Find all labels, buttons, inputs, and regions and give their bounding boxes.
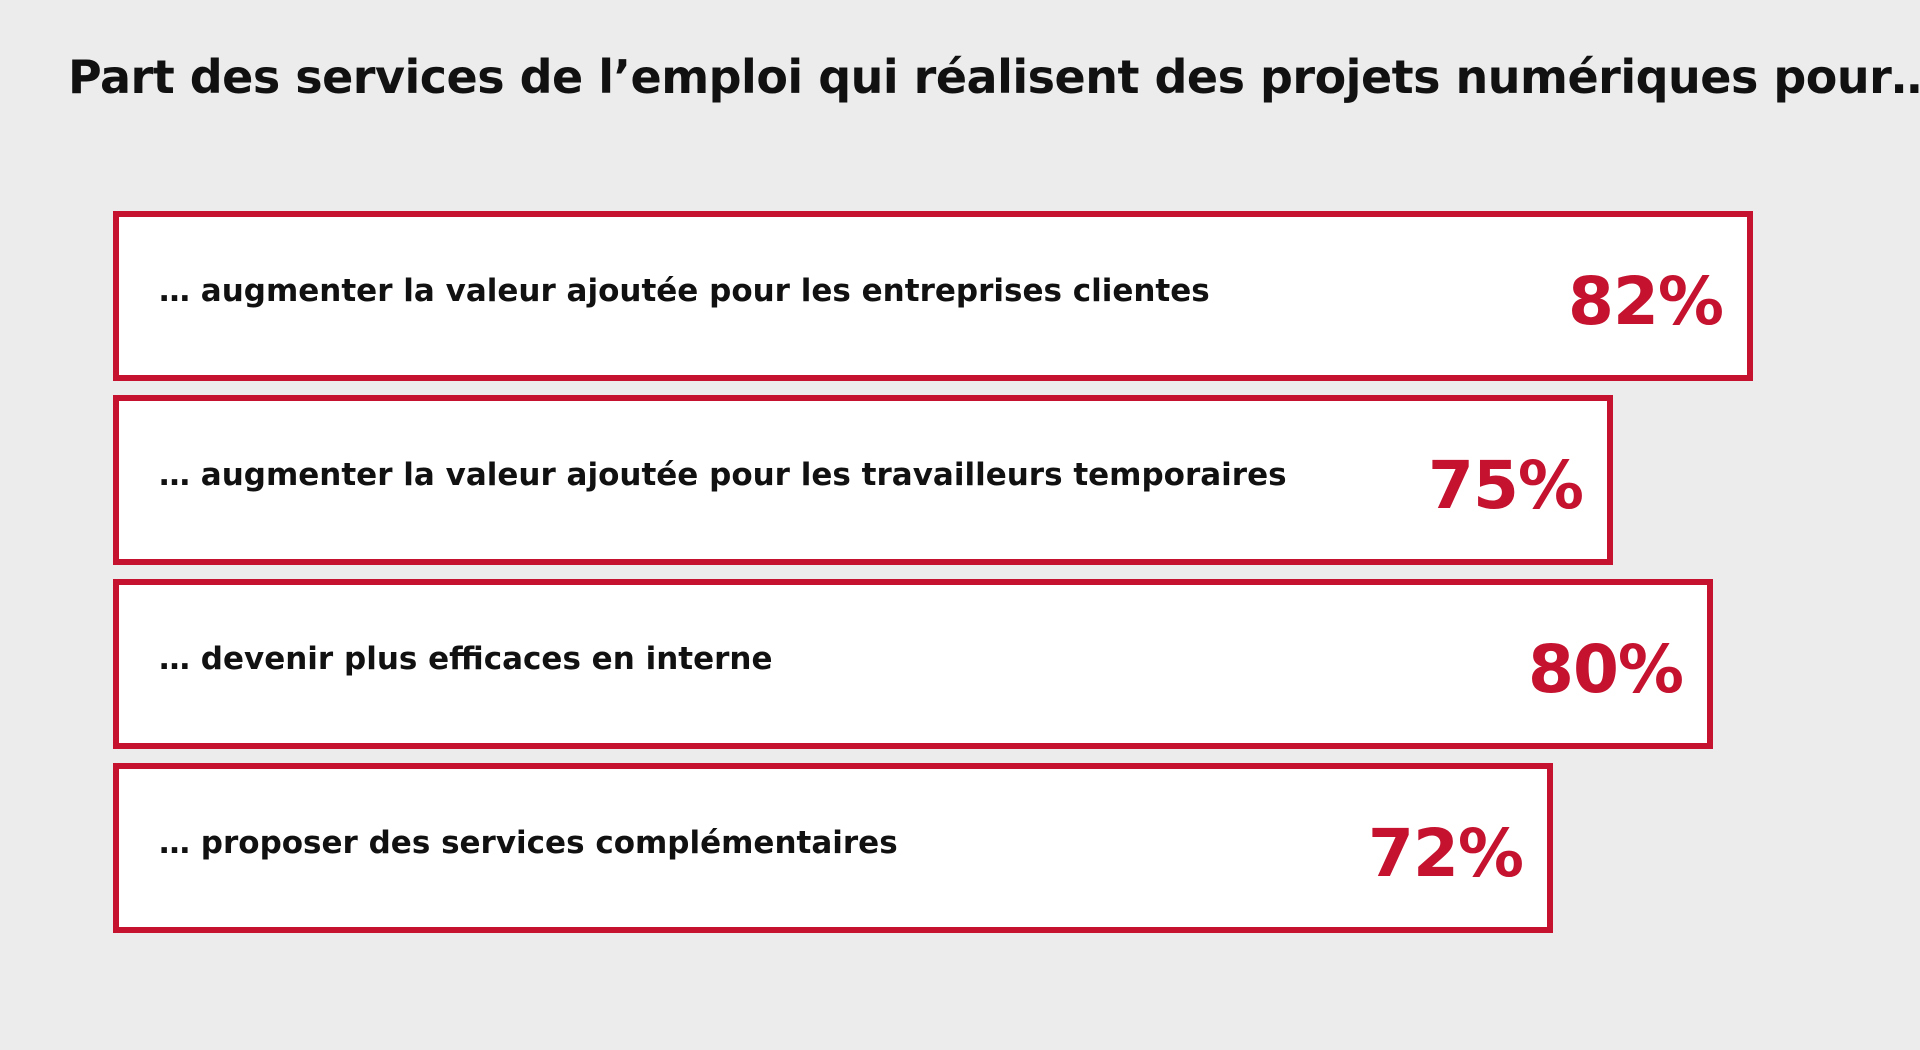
bar-label: … proposer des services complémentaires (159, 825, 898, 861)
bar: … augmenter la valeur ajoutée pour les e… (113, 211, 1753, 381)
bar-label: … augmenter la valeur ajoutée pour les e… (159, 273, 1210, 309)
chart-title: Part des services de l’emploi qui réalis… (68, 50, 1920, 104)
bar-value-label: 72% (1368, 815, 1524, 892)
bar: … devenir plus efficaces en interne 80% (113, 579, 1713, 749)
bar: … proposer des services complémentaires 7… (113, 763, 1553, 933)
bar: … augmenter la valeur ajoutée pour les t… (113, 395, 1613, 565)
bar-value-label: 75% (1428, 447, 1584, 524)
bar-value-label: 82% (1568, 263, 1724, 340)
bar-label: … augmenter la valeur ajoutée pour les t… (159, 457, 1287, 493)
bar-value-label: 80% (1528, 631, 1684, 708)
bar-label: … devenir plus efficaces en interne (159, 641, 773, 677)
